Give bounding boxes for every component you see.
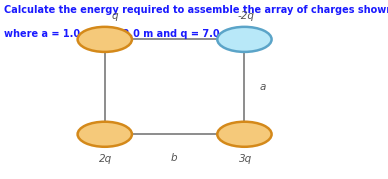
- Text: 3q: 3q: [239, 154, 252, 164]
- Circle shape: [217, 27, 272, 52]
- Circle shape: [78, 122, 132, 147]
- Circle shape: [78, 27, 132, 52]
- Text: a: a: [260, 82, 266, 92]
- Circle shape: [217, 122, 272, 147]
- Text: q: q: [111, 11, 118, 21]
- Text: 2q: 2q: [99, 154, 112, 164]
- Text: Calculate the energy required to assemble the array of charges shown in the figu: Calculate the energy required to assembl…: [4, 5, 388, 15]
- Text: where a = 1.0 m, b = 2.0 m and q = 7.0 μC.: where a = 1.0 m, b = 2.0 m and q = 7.0 μ…: [4, 29, 241, 39]
- Text: b: b: [170, 153, 177, 163]
- Text: -2q: -2q: [238, 11, 255, 21]
